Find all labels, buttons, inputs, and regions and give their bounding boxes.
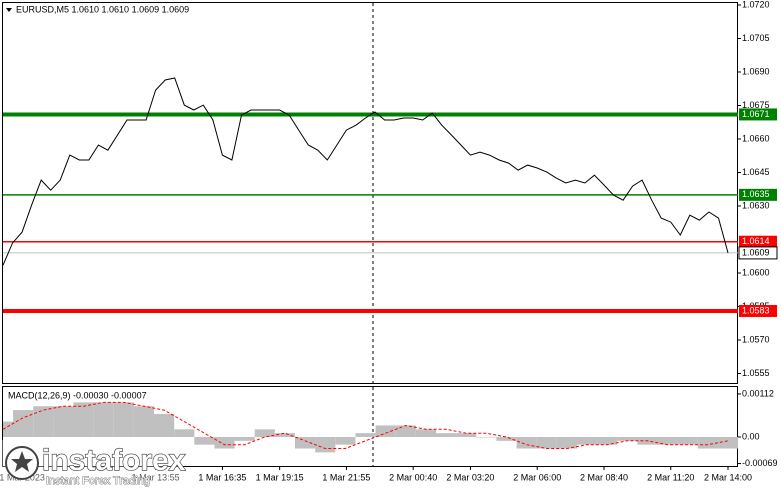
y-tick-label: 1.0555	[742, 368, 770, 378]
histogram-bar	[214, 437, 235, 449]
histogram-bar	[657, 437, 678, 445]
y-tick-label: 0.00	[742, 431, 760, 441]
x-tick-label: 2 Mar 06:00	[513, 472, 561, 482]
y-tick-label: 1.0600	[742, 267, 770, 277]
x-tick-label: 2 Mar 08:40	[580, 472, 628, 482]
histogram-bar	[516, 437, 537, 449]
y-tick-label: 1.0570	[742, 334, 770, 344]
signal-line	[2, 401, 729, 449]
histogram-bar	[33, 406, 54, 437]
y-tick-label: 1.0660	[742, 133, 770, 143]
histogram-bar	[395, 425, 416, 437]
y-tick-label: 1.0645	[742, 167, 770, 177]
histogram-bar	[375, 425, 396, 437]
level-label: 1.0614	[742, 236, 770, 246]
histogram-bar	[154, 413, 175, 437]
x-tick-label: 1 Mar 19:15	[256, 472, 304, 482]
histogram-bar	[677, 437, 698, 445]
histogram-bar	[113, 402, 134, 437]
histogram-bar	[435, 433, 457, 437]
y-tick-label: 1.0675	[742, 100, 770, 110]
x-tick-label: 2 Mar 03:20	[446, 472, 494, 482]
bid-label: 1.0609	[742, 247, 770, 257]
level-label: 1.0583	[742, 305, 770, 315]
histogram-bar	[174, 429, 195, 437]
histogram-bar	[456, 433, 477, 437]
y-tick-label: 1.0690	[742, 66, 770, 76]
histogram-bar	[234, 437, 255, 441]
histogram-bar	[274, 433, 296, 437]
histogram-bar	[476, 437, 497, 438]
histogram-bar	[335, 437, 356, 445]
y-tick-label: 1.0705	[742, 33, 770, 43]
x-tick-label: 1 Mar 16:35	[198, 472, 246, 482]
menu-arrow	[6, 8, 12, 12]
y-tick-label: 1.0630	[742, 200, 770, 210]
logo-star	[11, 451, 33, 472]
level-label: 1.0635	[742, 189, 770, 199]
watermark: instaforex Instant Forex Trading	[0, 440, 186, 489]
y-tick-label: -0.00069	[742, 458, 778, 468]
histogram-bar	[697, 437, 718, 449]
histogram-bar	[194, 437, 215, 445]
histogram-bar	[73, 402, 94, 437]
histogram-bar	[717, 437, 739, 449]
bid-label-box	[738, 246, 778, 260]
level-label-box	[739, 188, 777, 201]
macd-title: MACD(12,26,9) -0.00030 -0.00007	[8, 390, 147, 400]
histogram-bar	[355, 433, 376, 437]
x-tick-label: 2 Mar 11:20	[647, 472, 694, 482]
histogram-bar	[576, 437, 598, 445]
histogram-bar	[13, 410, 34, 437]
main-panel	[2, 2, 738, 384]
price-line	[2, 77, 729, 266]
watermark-tagline: Instant Forex Trading	[46, 475, 150, 487]
x-tick-label: 1 Mar 21:55	[322, 472, 370, 482]
histogram-bar	[617, 437, 638, 441]
level-label: 1.0671	[742, 109, 770, 119]
x-tick-label: 2 Mar 00:40	[389, 472, 437, 482]
histogram-bar	[93, 402, 114, 437]
level-label-box	[739, 108, 777, 121]
histogram-bar	[536, 437, 557, 449]
watermark-brand: instaforex	[42, 444, 186, 477]
histogram-bar	[254, 429, 275, 437]
level-label-box	[739, 235, 777, 248]
histogram-bar	[496, 437, 517, 441]
histogram-bar	[315, 437, 336, 453]
y-tick-label: 0.00112	[742, 388, 774, 398]
level-label-box	[739, 304, 777, 317]
x-tick-label: 1 Mar 13:55	[132, 472, 180, 482]
y-tick-label: 1.0720	[742, 0, 770, 9]
histogram-bar	[597, 437, 618, 445]
chart-title: EURUSD,M5 1.0610 1.0610 1.0609 1.0609	[16, 4, 189, 14]
histogram-bar	[53, 406, 74, 437]
x-tick-label: 2 Mar 14:00	[704, 472, 752, 482]
histogram-bar	[295, 437, 316, 449]
histogram-bar	[415, 429, 436, 437]
histogram-bar	[556, 437, 577, 449]
histogram-bar	[133, 406, 155, 437]
